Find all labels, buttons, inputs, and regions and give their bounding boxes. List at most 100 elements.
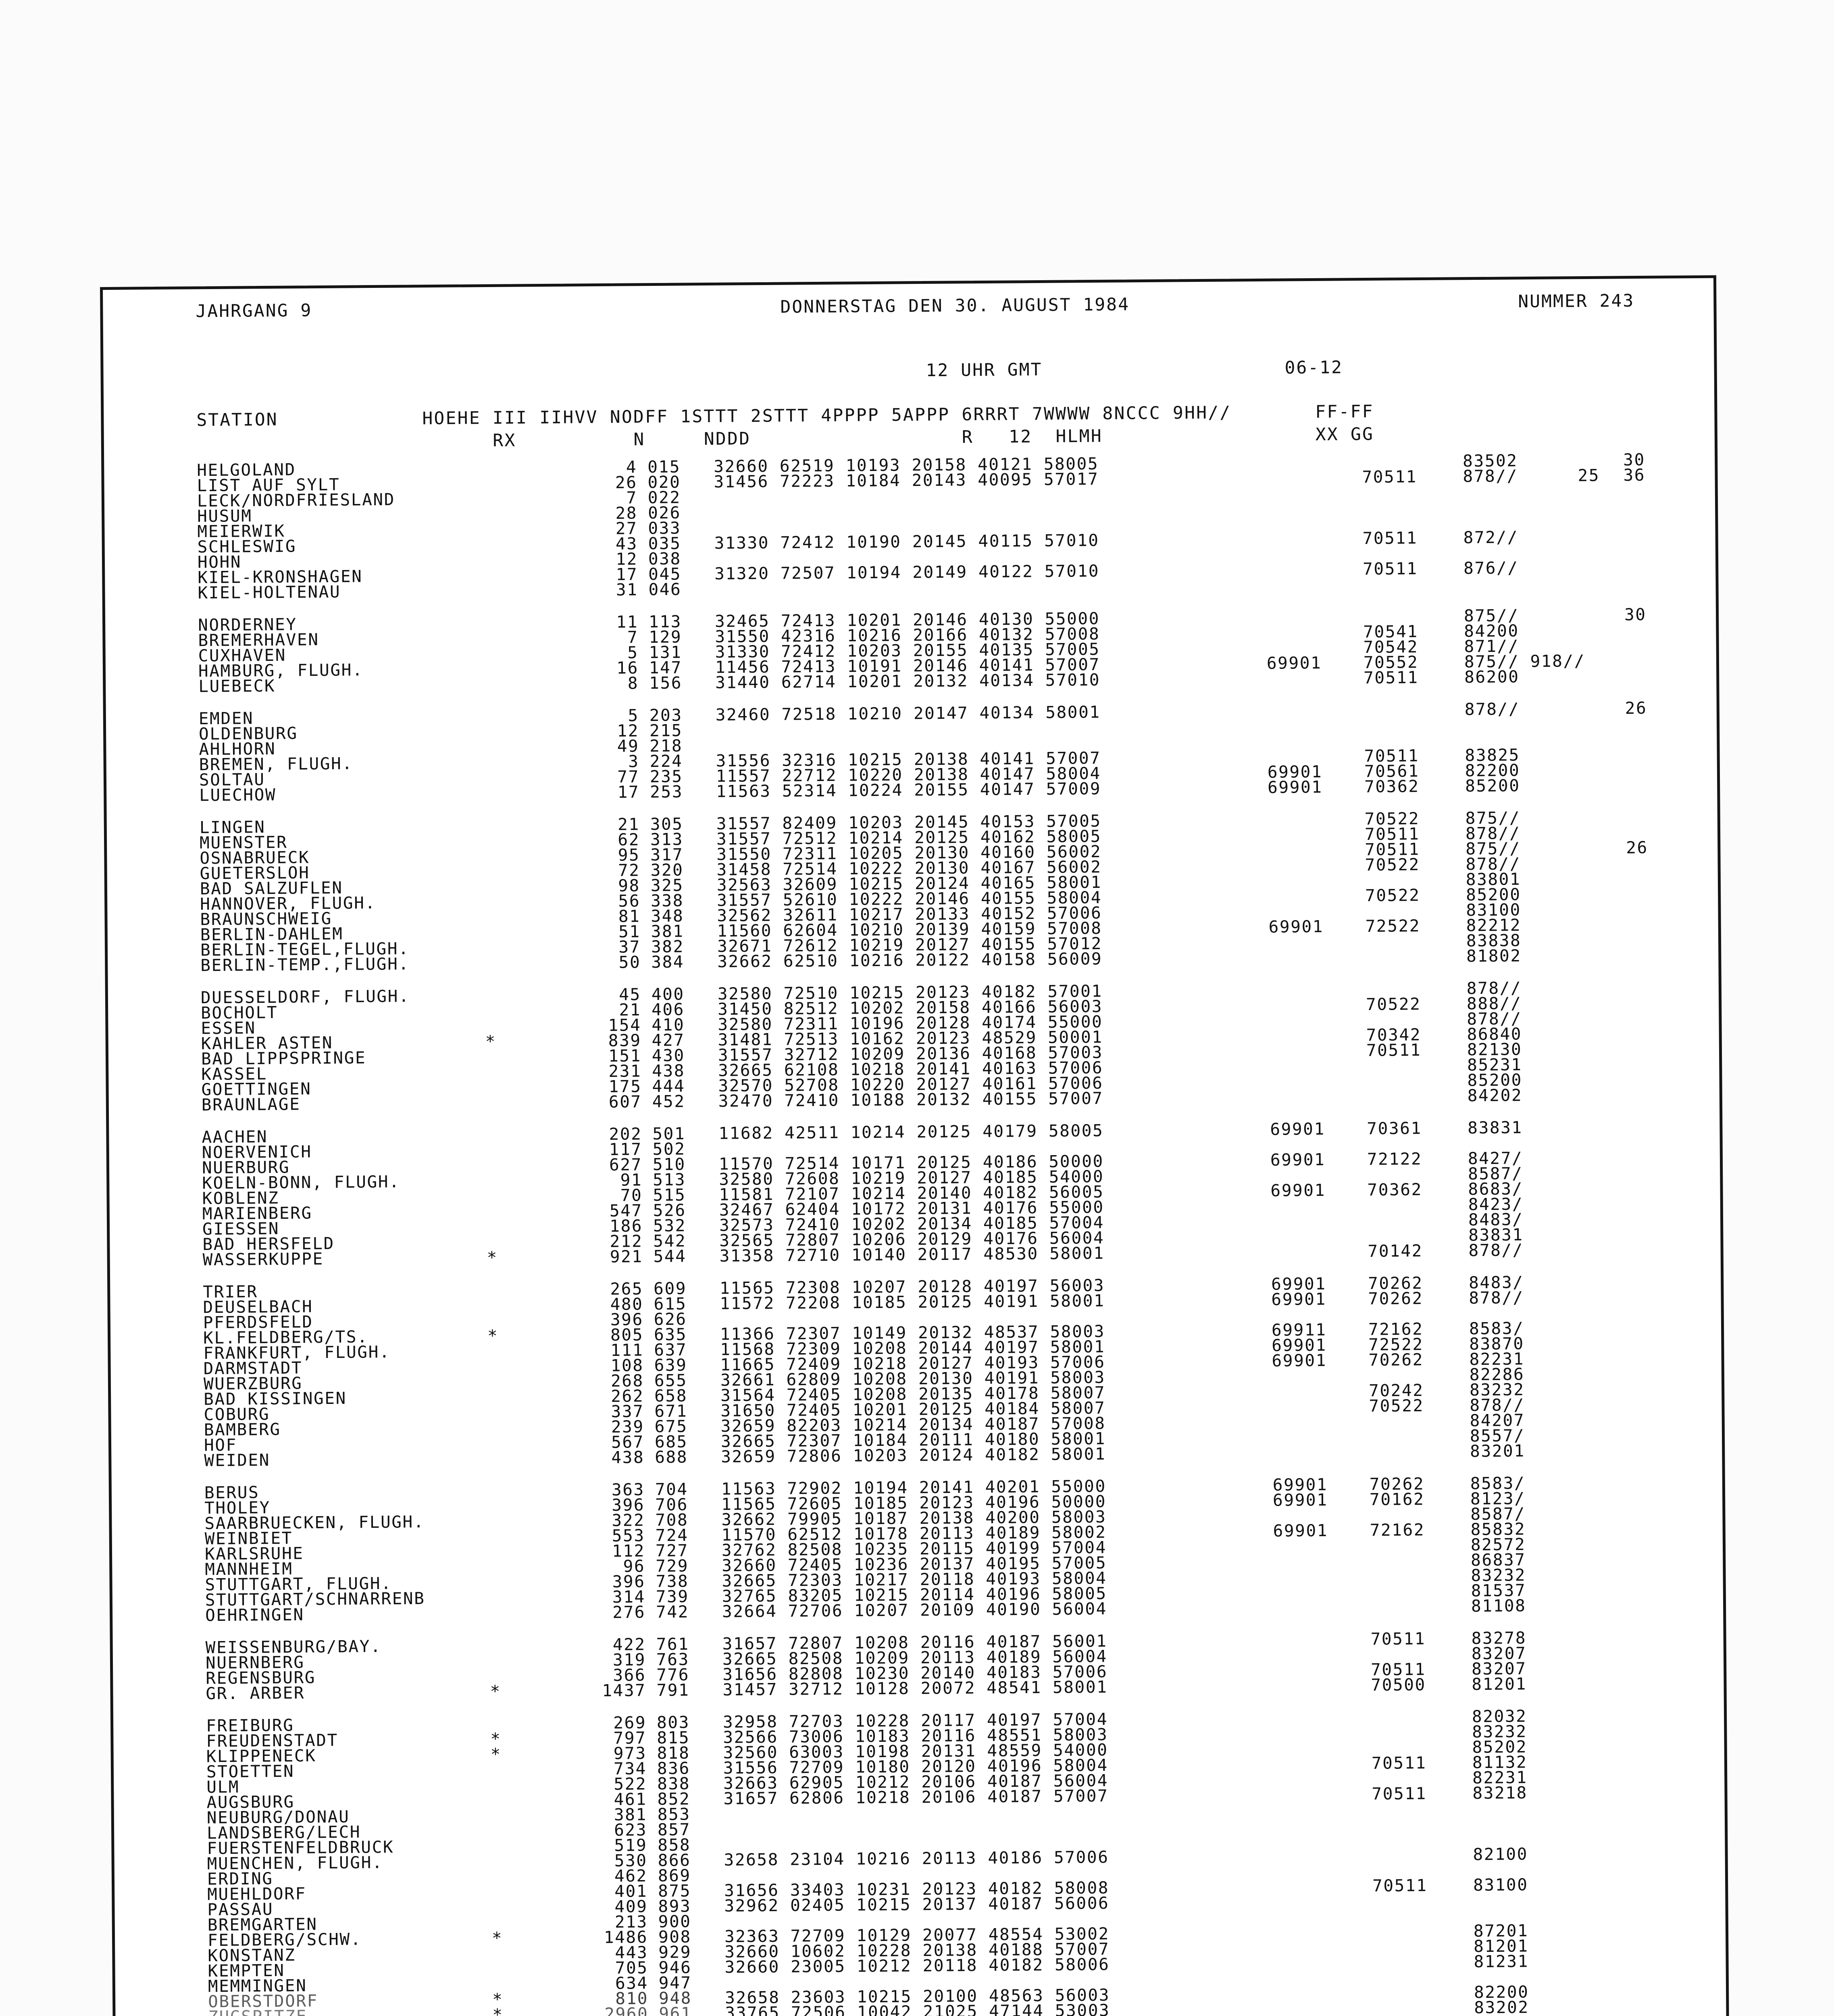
synop-code-groups: 32662 62510 10216 20122 40158 56009	[717, 949, 1103, 971]
station-name: LUECHOW	[199, 785, 277, 805]
group-7wwww: 72522	[1365, 916, 1421, 936]
document-header: JAHRGANG 9 DONNERSTAG DEN 30. AUGUST 198…	[103, 290, 1711, 326]
station-number: 688	[655, 1447, 688, 1467]
mountain-station-marker: *	[490, 1681, 500, 1702]
station-group: HELGOLAND 4 015 32660 62519 10193 20158 401…	[104, 450, 1713, 603]
page-content: JAHRGANG 9 DONNERSTAG DEN 30. AUGUST 198…	[103, 278, 1728, 2016]
station-altitude: 50	[618, 952, 641, 972]
station-number: 742	[656, 1602, 689, 1622]
group-6rrrt: 69901	[1273, 1520, 1328, 1541]
station-altitude: 276	[612, 1602, 646, 1622]
column-header-codes: HOEHE III IIHVV NODFF 1STTT 2STTT 4PPPP …	[422, 402, 1232, 429]
synop-code-groups: 32659 72806 10203 20124 40182 58001	[721, 1444, 1106, 1466]
group-6rrrt: 69901	[1270, 1150, 1326, 1170]
observations-table: HELGOLAND 4 015 32660 62519 10193 20158 401…	[104, 450, 1724, 2016]
station-number: 046	[648, 579, 682, 600]
group-7wwww: 70362	[1367, 1180, 1423, 1200]
group-8nccc-9hh: 81108	[1471, 1596, 1526, 1616]
synop-code-groups: 33765 72506 10042 21025 47144 53003	[725, 2000, 1110, 2016]
station-group: DUESSELDORF, FLUGH. 45 400 32580 72510 1021…	[108, 978, 1717, 1114]
station-number: 253	[649, 782, 683, 802]
synop-code-groups: 31457 32712 10128 20072 48541 58001	[722, 1677, 1108, 1699]
station-number: 961	[659, 2004, 692, 2016]
group-7wwww: 72122	[1367, 1149, 1422, 1169]
station-altitude: 11	[616, 612, 639, 632]
group-7wwww: 70511	[1362, 559, 1418, 579]
station-altitude: 26	[615, 473, 637, 492]
group-8nccc-9hh: 83201	[1470, 1441, 1525, 1461]
station-name: KIEL-HOLTENAU	[198, 582, 341, 603]
wind-gg: 30	[1624, 604, 1647, 625]
group-7wwww: 70511	[1370, 1629, 1426, 1649]
mountain-station-marker: *	[487, 1248, 497, 1268]
group-7wwww: 70511	[1363, 668, 1419, 688]
station-number: 791	[656, 1680, 690, 1700]
column-header-ffff: FF-FF	[1315, 401, 1374, 422]
station-altitude: 438	[611, 1447, 645, 1467]
observation-period: 06-12	[1284, 357, 1343, 378]
group-7wwww: 70142	[1368, 1241, 1423, 1261]
station-group: WEISSENBURG/BAY. 422 761 31657 72807 10208 …	[113, 1628, 1722, 1703]
station-altitude: 16	[616, 658, 639, 678]
station-name: ZUGSPITZE	[208, 2006, 307, 2016]
station-group: BERUS 363 704 11563 72902 10194 20141 40201…	[112, 1473, 1721, 1625]
station-group: FREIBURG 269 803 32958 72703 10228 20117 40…	[113, 1706, 1724, 2016]
group-6rrrt: 69901	[1268, 916, 1324, 937]
group-7wwww: 70511	[1362, 528, 1418, 548]
group-6rrrt: 69901	[1270, 1180, 1326, 1200]
group-8nccc-9hh: 86200	[1464, 667, 1520, 687]
group-7wwww: 70511	[1372, 1784, 1427, 1804]
column-subheader-codes: RX N NDDD R 12 HLMH	[422, 426, 1103, 452]
group-7wwww: 70511	[1372, 1876, 1428, 1896]
mountain-station-marker: *	[491, 1928, 502, 1948]
group-7wwww: 70511	[1362, 467, 1418, 487]
station-name: LUEBECK	[198, 676, 276, 696]
group-8nccc-9hh: 84202	[1467, 1085, 1523, 1106]
observation-time-row: 12 UHR GMT 06-12	[103, 355, 1712, 391]
issue-date: DONNERSTAG DEN 30. AUGUST 1984	[780, 294, 1130, 317]
station-group: LINGEN 21 305 31557 82409 10203 20145 40153…	[107, 808, 1717, 975]
issue-number: NUMMER 243	[1518, 291, 1635, 312]
group-7wwww: 70511	[1371, 1753, 1427, 1773]
group-7wwww: 70522	[1366, 994, 1421, 1014]
mountain-station-marker: *	[490, 1744, 501, 1764]
station-number: 544	[653, 1246, 687, 1266]
station-altitude: 2960	[604, 2004, 649, 2016]
group-6rrrt: 69901	[1266, 653, 1322, 673]
group-8nccc-9hh: 878//	[1468, 1240, 1524, 1260]
group-8nccc-9hh: 83218	[1472, 1783, 1528, 1803]
synop-code-groups: 32470 72410 10188 20132 40155 57007	[718, 1088, 1103, 1111]
group-7wwww: 70362	[1364, 777, 1420, 797]
group-6rrrt: 69901	[1272, 1350, 1327, 1370]
group-8nccc-9hh: 872//	[1463, 527, 1519, 548]
station-name: OEHRINGEN	[205, 1605, 304, 1625]
group-8nccc-9hh: 85200	[1465, 776, 1520, 796]
group-7wwww: 70262	[1368, 1350, 1424, 1370]
group-7wwww: 70522	[1369, 1396, 1424, 1416]
group-7wwww: 70511	[1366, 1040, 1422, 1060]
column-header-station: STATION	[196, 409, 278, 431]
group-6rrrt: 69901	[1270, 1119, 1325, 1139]
group-6rrrt: 69901	[1267, 777, 1323, 797]
mountain-station-marker: *	[485, 1031, 495, 1052]
station-number: 156	[649, 673, 683, 693]
wind-gg: 36	[1623, 465, 1646, 485]
mountain-station-marker: *	[487, 1326, 498, 1346]
synop-code-groups: 31440 62714 10201 20132 40134 57010	[715, 670, 1101, 692]
group-7wwww: 70162	[1369, 1489, 1425, 1510]
group-7wwww: 70361	[1367, 1118, 1422, 1139]
group-7wwww: 70522	[1365, 885, 1420, 906]
mountain-station-marker: *	[492, 2005, 503, 2016]
station-number: 384	[651, 952, 685, 972]
group-8nccc-9hh: 83831	[1468, 1118, 1523, 1138]
volume-label: JAHRGANG 9	[196, 300, 312, 322]
station-altitude: 8	[627, 673, 639, 693]
station-altitude: 7	[627, 627, 639, 647]
station-altitude: 17	[617, 782, 640, 802]
group-8nccc-9hh: 83100	[1473, 1875, 1528, 1895]
synop-code-groups: 32664 72706 10207 20109 40190 56004	[722, 1599, 1107, 1621]
group-6rrrt: 69901	[1272, 1490, 1328, 1510]
group-7wwww: 70500	[1371, 1675, 1426, 1695]
group-8nccc-9hh: 876//	[1463, 558, 1519, 578]
